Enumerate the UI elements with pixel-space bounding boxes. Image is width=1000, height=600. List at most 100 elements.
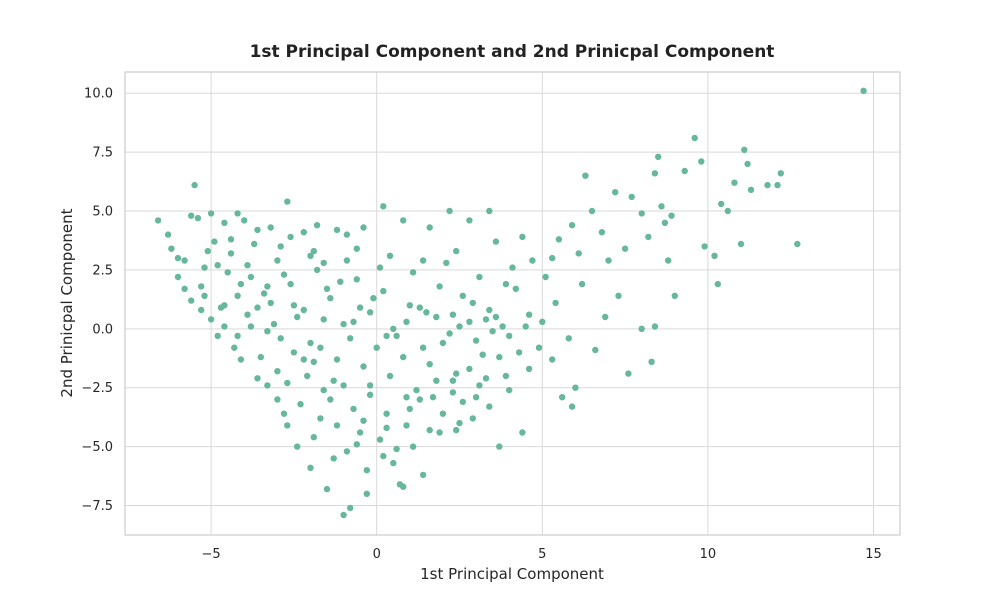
scatter-point — [698, 158, 705, 165]
scatter-point — [386, 252, 394, 259]
scatter-point — [459, 398, 466, 406]
scatter-point — [237, 356, 245, 363]
scatter-point — [360, 224, 367, 231]
scatter-point — [496, 443, 503, 450]
scatter-point — [492, 313, 500, 321]
scatter-point — [363, 467, 370, 474]
scatter-point — [390, 325, 397, 332]
x-tick-label: 10 — [700, 547, 717, 562]
scatter-point — [380, 287, 387, 295]
scatter-point — [400, 483, 407, 490]
scatter-point — [221, 323, 228, 330]
scatter-point — [237, 280, 245, 288]
scatter-point — [718, 200, 725, 208]
scatter-point — [370, 295, 377, 302]
scatter-point — [366, 309, 374, 316]
scatter-point — [549, 254, 556, 262]
scatter-point — [655, 153, 662, 160]
scatter-point — [651, 323, 659, 330]
scatter-point — [350, 405, 357, 413]
scatter-point — [224, 269, 231, 276]
scatter-point — [201, 264, 208, 271]
scatter-point — [204, 247, 211, 255]
scatter-point — [525, 365, 533, 373]
scatter-point — [439, 410, 447, 417]
scatter-point — [665, 257, 672, 264]
scatter-point — [406, 405, 413, 413]
scatter-point — [247, 273, 255, 281]
scatter-point — [476, 382, 483, 389]
scatter-point — [221, 302, 228, 309]
scatter-point — [419, 257, 427, 264]
scatter-point — [588, 207, 596, 215]
scatter-point — [353, 276, 360, 283]
scatter-point — [244, 262, 251, 269]
scatter-point — [486, 306, 493, 314]
y-tick-label: 2.5 — [92, 263, 113, 278]
scatter-point — [300, 356, 307, 363]
scatter-point — [380, 203, 387, 210]
scatter-point — [565, 335, 572, 342]
scatter-point — [681, 167, 688, 175]
scatter-point — [426, 426, 433, 434]
scatter-point — [612, 189, 619, 196]
scatter-point — [777, 170, 784, 177]
scatter-point — [529, 257, 536, 264]
scatter-point — [436, 429, 443, 436]
scatter-point — [280, 271, 288, 278]
scatter-point — [509, 264, 516, 271]
plot-area — [124, 71, 901, 536]
scatter-point — [307, 339, 314, 347]
scatter-point — [764, 181, 771, 189]
scatter-point — [198, 283, 205, 290]
scatter-point — [426, 224, 433, 231]
scatter-point — [383, 424, 390, 431]
scatter-point — [449, 377, 457, 384]
scatter-point — [270, 320, 278, 328]
scatter-point — [241, 217, 248, 224]
scatter-point — [347, 504, 354, 512]
scatter-point — [661, 219, 669, 226]
scatter-point — [154, 217, 162, 224]
scatter-point — [317, 415, 324, 422]
scatter-point — [453, 426, 460, 434]
scatter-point — [638, 325, 645, 332]
scatter-point — [188, 212, 195, 219]
x-axis-label: 1st Principal Component — [420, 565, 604, 583]
scatter-point — [433, 377, 440, 384]
scatter-point — [449, 389, 457, 396]
scatter-point — [383, 332, 390, 340]
scatter-point — [320, 259, 327, 267]
scatter-point — [214, 262, 221, 269]
scatter-point — [502, 372, 510, 380]
scatter-point — [327, 396, 334, 403]
scatter-point — [244, 311, 251, 318]
scatter-point — [211, 238, 218, 245]
x-tick-label: 5 — [538, 547, 546, 562]
scatter-point — [486, 403, 493, 410]
scatter-point — [575, 250, 582, 257]
scatter-point — [555, 236, 563, 243]
scatter-point — [247, 323, 255, 330]
scatter-point — [648, 358, 655, 365]
scatter-point — [486, 207, 493, 215]
scatter-point — [181, 285, 188, 292]
scatter-point — [274, 257, 281, 264]
scatter-point — [403, 318, 410, 325]
scatter-point — [731, 179, 738, 186]
scatter-point — [194, 214, 202, 222]
scatter-point — [277, 335, 284, 342]
scatter-point — [416, 304, 423, 311]
scatter-point — [343, 231, 351, 238]
scatter-point — [496, 353, 503, 361]
scatter-point — [539, 318, 546, 325]
scatter-point — [578, 280, 586, 288]
scatter-point — [482, 316, 490, 323]
scatter-point — [386, 372, 394, 380]
scatter-point — [479, 351, 486, 358]
scatter-point — [535, 344, 543, 351]
scatter-point — [363, 490, 370, 497]
scatter-point — [310, 358, 317, 365]
